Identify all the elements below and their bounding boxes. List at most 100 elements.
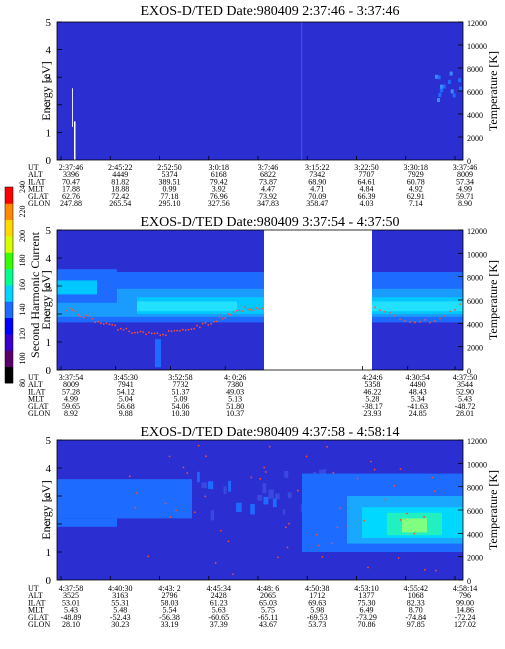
temperature-point <box>288 522 290 525</box>
orbit-cell: 60.78 <box>407 177 425 186</box>
temperature-point <box>147 555 150 558</box>
orbit-cell: 8009 <box>457 170 473 179</box>
heatmap-cell <box>458 86 462 91</box>
orbit-cell: 127.02 <box>454 620 476 629</box>
colorbar-segment <box>5 236 13 253</box>
orbit-row-label: GLAT <box>28 192 49 201</box>
orbit-cell: 4:53:10 <box>354 584 378 593</box>
heatmap-cell <box>287 492 292 499</box>
heatmap-cell <box>437 75 441 80</box>
temperature-point <box>399 519 402 521</box>
orbit-cell: -69.53 <box>307 613 328 622</box>
temperature-point <box>128 475 131 478</box>
orbit-cell: 49.03 <box>226 387 244 396</box>
orbit-cell: 76.96 <box>210 192 228 201</box>
orbit-cell: 53.01 <box>62 598 80 607</box>
heatmap-cell <box>57 479 192 519</box>
temperature-point <box>332 471 335 474</box>
temperature-point <box>204 321 207 324</box>
orbit-cell: 8.70 <box>409 606 423 615</box>
temperature-point <box>431 476 434 479</box>
orbit-cell: 5.98 <box>310 606 324 615</box>
temperature-point <box>232 311 235 313</box>
orbit-cell: 7.14 <box>409 199 423 208</box>
orbit-cell: 6822 <box>260 170 276 179</box>
orbit-cell: 73.92 <box>259 192 277 201</box>
y-axis-label: Energy [eV] <box>39 270 53 329</box>
colorbar-segment <box>5 366 13 384</box>
temperature-point <box>244 306 246 308</box>
y-tick-label: 2 <box>46 309 52 321</box>
orbit-cell: -73.29 <box>356 613 377 622</box>
orbit-row-label: ALT <box>28 380 43 389</box>
y2-tick-label: 6000 <box>467 88 483 97</box>
orbit-cell: 8009 <box>63 380 79 389</box>
orbit-row-label: UT <box>28 584 39 593</box>
panel-3: 0 1 2 3 4 5 0 2000 4000 6000 8000 10000 12000 Energy … <box>28 425 500 629</box>
temperature-point <box>204 495 207 498</box>
temperature-point <box>134 506 137 509</box>
heatmap-cell <box>284 470 289 478</box>
orbit-cell: 5.43 <box>458 395 472 404</box>
orbit-cell: 5.63 <box>212 606 226 615</box>
temperature-point <box>255 307 258 309</box>
orbit-cell: 4.92 <box>409 185 423 194</box>
temperature-point <box>259 477 262 480</box>
temperature-point <box>224 316 227 319</box>
colorbar-tick-label: 100 <box>18 353 27 365</box>
panel-title: EXOS-D/TED Date:980409 4:37:58 - 4:58:14 <box>141 425 400 440</box>
heatmap-cell <box>435 74 439 79</box>
orbit-cell: 2428 <box>211 591 227 600</box>
orbit-cell: 4.03 <box>360 199 374 208</box>
orbit-row-label: ALT <box>28 170 43 179</box>
y2-tick-label: 10000 <box>467 460 487 469</box>
colorbar-tick-label: 200 <box>18 230 27 242</box>
orbit-cell: 58.03 <box>161 598 179 607</box>
orbit-cell: 18.88 <box>111 185 129 194</box>
orbit-cell: 53.73 <box>308 620 326 629</box>
orbit-cell: 796 <box>459 591 471 600</box>
temperature-point <box>356 477 359 480</box>
temperature-point <box>384 310 386 313</box>
panel-2: 0 1 2 3 4 5 0 2000 4000 6000 8000 10000 12000 Energy … <box>28 215 500 418</box>
heatmap-cell <box>372 301 463 312</box>
orbit-cell: 4: 0:26 <box>224 373 246 382</box>
orbit-cell: 24.85 <box>409 409 427 418</box>
heatmap-cell <box>458 78 462 83</box>
y-tick-label: 2 <box>46 519 52 531</box>
orbit-cell: 62.76 <box>62 192 80 201</box>
orbit-cell: 55.31 <box>111 598 129 607</box>
heatmap-cell <box>268 489 274 500</box>
temperature-point <box>181 328 184 331</box>
heatmap-cell <box>155 339 161 368</box>
orbit-row-label: GLON <box>28 409 50 418</box>
temperature-point <box>238 309 241 312</box>
temperature-point <box>459 303 461 306</box>
temperature-point <box>198 326 201 329</box>
temperature-point <box>235 309 238 312</box>
heatmap-cell <box>263 496 269 505</box>
panel-title: EXOS-D/TED Date:980409 3:37:54 - 4:37:50 <box>141 215 400 230</box>
temperature-point <box>429 321 431 324</box>
temperature-point <box>135 492 138 494</box>
temperature-point <box>207 324 210 326</box>
orbit-cell: 3.92 <box>212 185 226 194</box>
temperature-point <box>367 566 369 569</box>
heatmap-cell <box>210 510 214 521</box>
orbit-cell: 5.43 <box>64 606 78 615</box>
temperature-point <box>133 331 136 334</box>
y-tick-label: 3 <box>46 491 52 503</box>
heatmap-cell <box>57 518 117 527</box>
orbit-cell: 4.99 <box>458 185 472 194</box>
temperature-point <box>374 306 376 309</box>
heatmap-cell <box>262 483 267 494</box>
orbit-cell: 75.30 <box>358 598 376 607</box>
orbit-cell: 0.99 <box>163 185 177 194</box>
temperature-point <box>162 333 164 336</box>
orbit-cell: 97.85 <box>407 620 425 629</box>
colorbar-segment <box>5 187 13 204</box>
orbit-cell: 81.82 <box>111 177 129 186</box>
y2-tick-label: 10000 <box>467 250 487 259</box>
y2-tick-label: 6000 <box>467 507 483 516</box>
